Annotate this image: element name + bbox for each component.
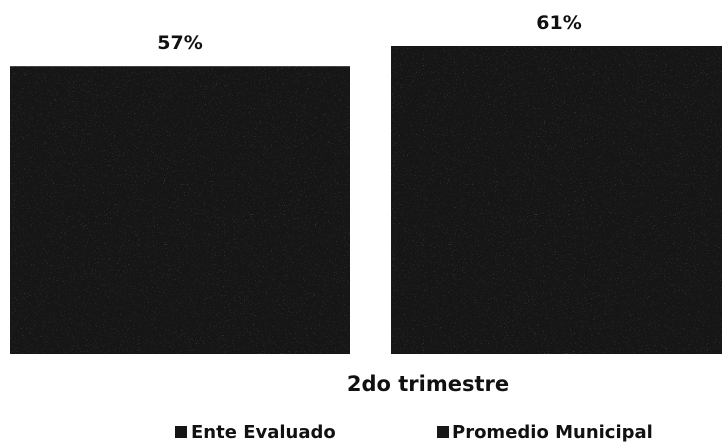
bar-promedio-municipal (391, 46, 722, 354)
bars-group (10, 46, 722, 355)
legend-label-promedio-municipal: Promedio Municipal (452, 422, 653, 443)
bar-labels-group: 57% 61% (157, 12, 581, 54)
legend-label-ente-evaluado: Ente Evaluado (191, 422, 336, 443)
legend: Ente Evaluado Promedio Municipal (175, 422, 653, 443)
bar-value-label-promedio-municipal: 61% (536, 12, 581, 34)
category-label: 2do trimestre (347, 372, 509, 396)
legend-swatch-ente-evaluado (175, 426, 187, 438)
bar-value-label-ente-evaluado: 57% (157, 32, 202, 54)
legend-swatch-promedio-municipal (437, 426, 449, 438)
bar-ente-evaluado (10, 66, 350, 355)
